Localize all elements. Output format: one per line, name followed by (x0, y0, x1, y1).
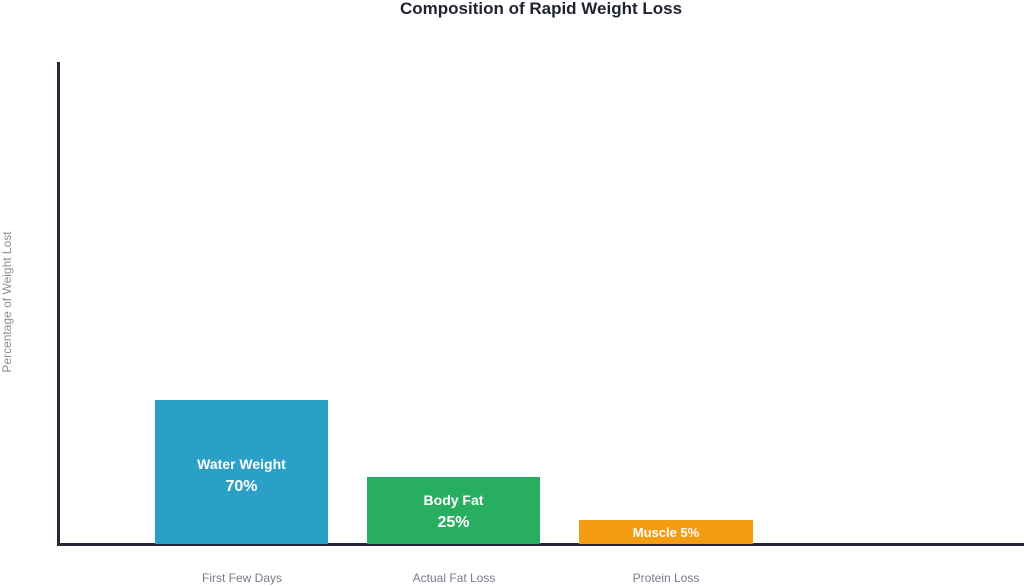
bar-muscle: Muscle 5% (579, 520, 753, 544)
y-axis-label: Percentage of Weight Lost (0, 231, 14, 373)
bar-body-fat: Body Fat 25% (367, 477, 540, 544)
x-tick-label: First Few Days (201, 571, 283, 585)
y-axis-line (57, 62, 60, 546)
bar-value: 70% (225, 477, 258, 495)
bar-label: Water Weight (197, 455, 286, 472)
chart-title: Composition of Rapid Weight Loss (399, 0, 683, 18)
x-axis-line (57, 543, 1024, 546)
bar-water-weight: Water Weight 70% (155, 400, 328, 544)
bar-value: 25% (437, 514, 470, 531)
x-tick-label: Actual Fat Loss (412, 571, 496, 585)
bar-label: Muscle 5% (632, 525, 700, 540)
bar-label: Body Fat (423, 492, 484, 508)
x-tick-label: Protein Loss (632, 571, 700, 585)
